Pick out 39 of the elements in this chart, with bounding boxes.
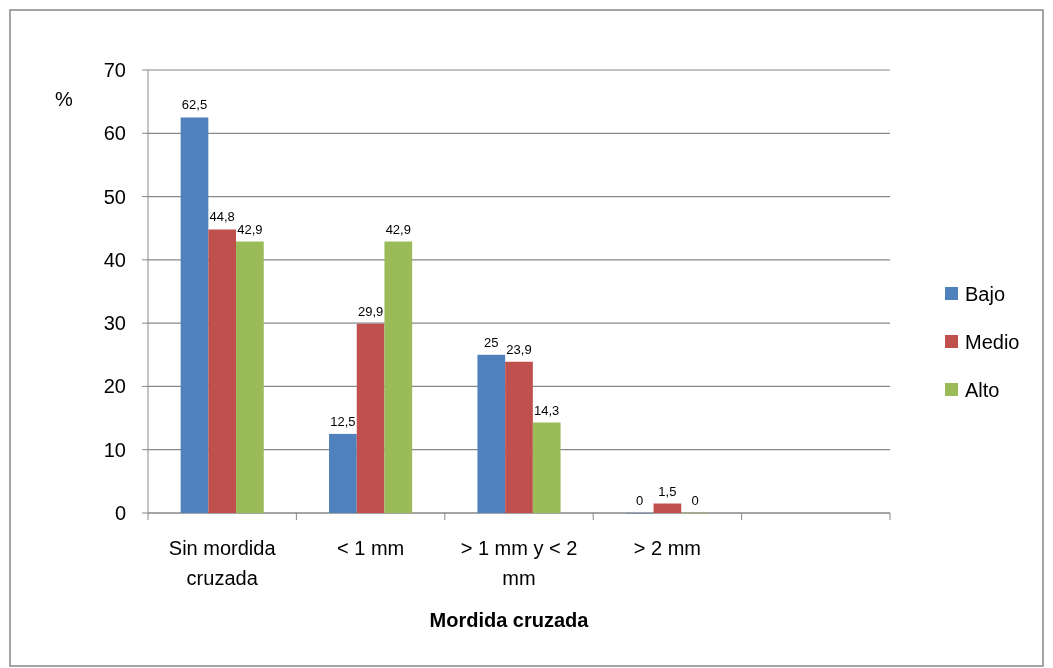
data-label: 29,9 (357, 303, 384, 319)
y-tick-label: 70 (103, 59, 126, 81)
y-axis-title: % (55, 88, 73, 110)
data-label: 62,5 (181, 97, 208, 113)
x-tick-label: Sin mordida cruzada (168, 537, 277, 589)
bar (505, 361, 533, 513)
bar (384, 241, 413, 513)
y-tick-label: 10 (103, 438, 126, 461)
legend-label: Bajo (965, 283, 1006, 305)
bar (329, 433, 357, 513)
bar (236, 241, 264, 513)
data-label: 14,3 (534, 402, 560, 418)
x-tick-label: < 1 mm (336, 537, 405, 559)
data-label: 0 (636, 493, 644, 508)
y-tick-label: 40 (103, 248, 126, 271)
y-tick-label: 60 (103, 122, 126, 145)
bar (653, 503, 682, 513)
x-tick-label: > 1 mm y < 2 mm (460, 537, 578, 589)
data-label: 12,5 (330, 413, 356, 429)
bar (356, 323, 385, 513)
bar (532, 422, 561, 513)
bar (477, 354, 506, 513)
data-label: 23,9 (506, 341, 532, 357)
data-label: 42,9 (237, 221, 263, 237)
data-label: 0 (691, 493, 699, 508)
x-axis-title: Mordida cruzada (429, 609, 590, 631)
data-label: 44,8 (209, 209, 235, 225)
y-tick-label: 0 (114, 502, 126, 524)
y-tick-label: 50 (103, 185, 126, 208)
data-label: 25 (484, 334, 499, 350)
legend-label: Medio (965, 331, 1020, 353)
data-label: 42,9 (385, 221, 411, 237)
y-tick-label: 20 (103, 375, 126, 398)
data-label: 1,5 (658, 483, 677, 499)
bar (208, 229, 237, 513)
legend-label: Alto (965, 379, 1000, 401)
x-tick-label: > 2 mm (633, 537, 702, 559)
y-tick-label: 30 (103, 312, 126, 335)
bar (180, 117, 209, 513)
